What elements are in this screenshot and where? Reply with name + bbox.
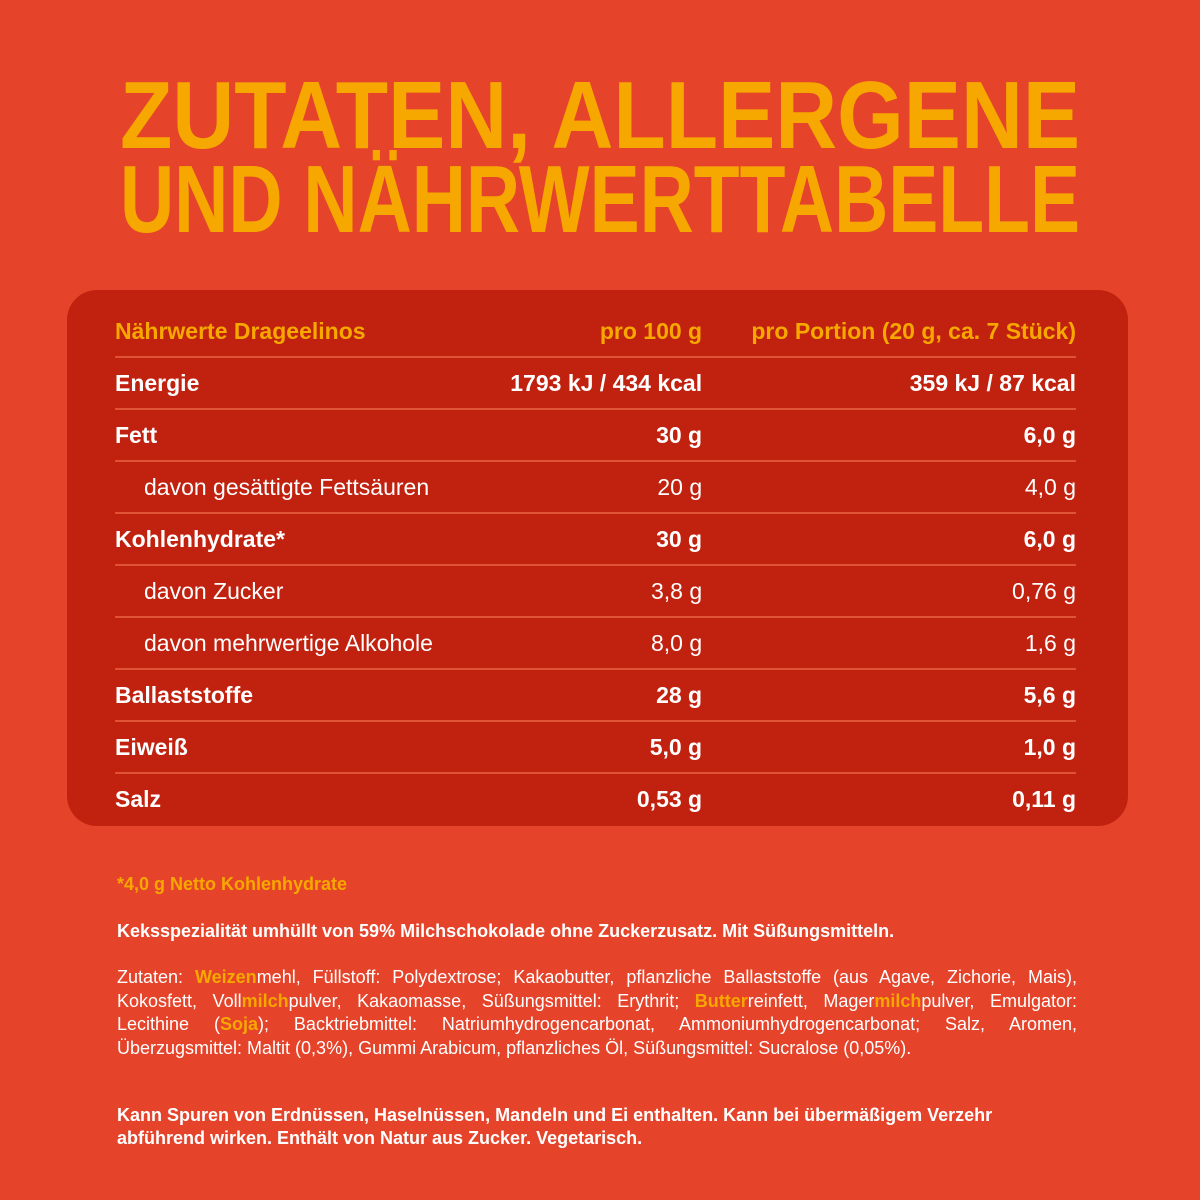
header-row: Nährwerte Drageelinos pro 100 g pro Portio… xyxy=(115,306,1076,358)
per-100g: 30 g xyxy=(481,513,703,566)
allergen: milch xyxy=(241,990,289,1011)
per-portion: 0,76 g xyxy=(702,565,1076,618)
per-100g: 0,53 g xyxy=(636,785,703,812)
table-row: Fett 30 g 6,0 g xyxy=(115,409,1076,462)
header-cell: pro Portion (20 g, ca. 7 Stück) xyxy=(702,306,1076,358)
per-100g: 28 g xyxy=(481,669,703,722)
table-row: Ballaststoffe 28 g 5,6 g xyxy=(115,669,1076,722)
row-label: davon Zucker xyxy=(115,565,482,618)
row-label: Eiweiß xyxy=(115,721,482,774)
ingredient-text: ); Backtriebmittel: Natriumhydrogencarbo… xyxy=(117,1014,1077,1058)
row-label: Ballaststoffe xyxy=(115,669,482,722)
ingredient-text: reinfett, Mager xyxy=(747,990,875,1011)
table-row: davon gesättigte Fettsäuren 20 g 4,0 g xyxy=(115,461,1076,514)
header-cell: pro 100 g xyxy=(481,306,703,358)
table-row: Kohlenhydrate* 30 g 6,0 g xyxy=(115,513,1076,566)
row-label: davon mehrwertige Alkohole xyxy=(115,617,482,670)
table-row: davon mehrwertige Alkohole 8,0 g 1,6 g xyxy=(115,617,1076,670)
per-portion: 1,0 g xyxy=(702,721,1076,774)
table-row: Salz 0,53 g 0,11 g xyxy=(115,773,1076,824)
notice: Kann Spuren von Erdnüssen, Haselnüssen, … xyxy=(117,1105,993,1148)
allergen: Weizen xyxy=(195,967,257,987)
title-line: ZUTATEN, ALLERGENE xyxy=(120,62,1080,169)
per-100g: 20 g xyxy=(481,461,703,514)
row-label: Kohlenhydrate* xyxy=(115,513,482,566)
per-portion: 4,0 g xyxy=(702,461,1076,514)
ingredient-text: pulver, Emulgator: Lecithine ( xyxy=(117,990,1077,1035)
per-100g: 5,0 g xyxy=(481,721,703,774)
table-row: Energie 1793 kJ / 434 kcal 359 kJ / 87 kca… xyxy=(115,357,1076,410)
title-line: UND NÄHRWERTTABELLE xyxy=(120,146,1080,250)
per-portion: 6,0 g xyxy=(702,409,1076,462)
ingredients: Zutaten: Weizenmehl, Füllstoff: Polydext… xyxy=(117,966,1077,1060)
nutrition-table: Nährwerte Drageelinos pro 100 g pro Portio… xyxy=(115,306,1076,824)
title: ZUTATEN, ALLERGENE UND NÄHRWERTTABELLE xyxy=(120,62,1080,250)
ingredient-text: mehl, Füllstoff: Polydextrose; Kakaobutt… xyxy=(117,967,1077,1011)
per-portion: 6,0 g xyxy=(702,513,1076,566)
per-portion: 5,6 g xyxy=(702,669,1076,722)
row-label: Fett xyxy=(115,409,482,462)
row-label: Salz xyxy=(115,785,162,812)
description: Keksspezialität umhüllt von 59% Milchsch… xyxy=(117,921,895,941)
allergen: Butter xyxy=(694,990,748,1011)
per-100g: 1793 kJ / 434 kcal xyxy=(481,357,703,410)
ingredient-text: Zutaten: xyxy=(117,967,195,987)
per-portion: 1,6 g xyxy=(702,617,1076,670)
row-label: davon gesättigte Fettsäuren xyxy=(115,461,482,514)
ingredient-text: pulver, Kakaomasse, Süßungsmittel: Eryth… xyxy=(288,990,695,1011)
per-100g: 3,8 g xyxy=(481,565,703,618)
per-100g: 8,0 g xyxy=(481,617,703,670)
row-label: Energie xyxy=(115,357,482,410)
footnote: *4,0 g Netto Kohlenhydrate xyxy=(117,874,348,894)
per-100g: 30 g xyxy=(481,409,703,462)
per-portion: 359 kJ / 87 kcal xyxy=(702,357,1076,410)
allergen: Soja xyxy=(219,1014,258,1034)
per-portion: 0,11 g xyxy=(1012,785,1076,812)
nutrition-panel: Nährwerte Drageelinos pro 100 g pro Portio… xyxy=(67,290,1128,826)
header-cell: Nährwerte Drageelinos xyxy=(115,306,482,358)
allergen: milch xyxy=(874,990,922,1011)
table-row: davon Zucker 3,8 g 0,76 g xyxy=(115,565,1076,618)
table-row: Eiweiß 5,0 g 1,0 g xyxy=(115,721,1076,774)
